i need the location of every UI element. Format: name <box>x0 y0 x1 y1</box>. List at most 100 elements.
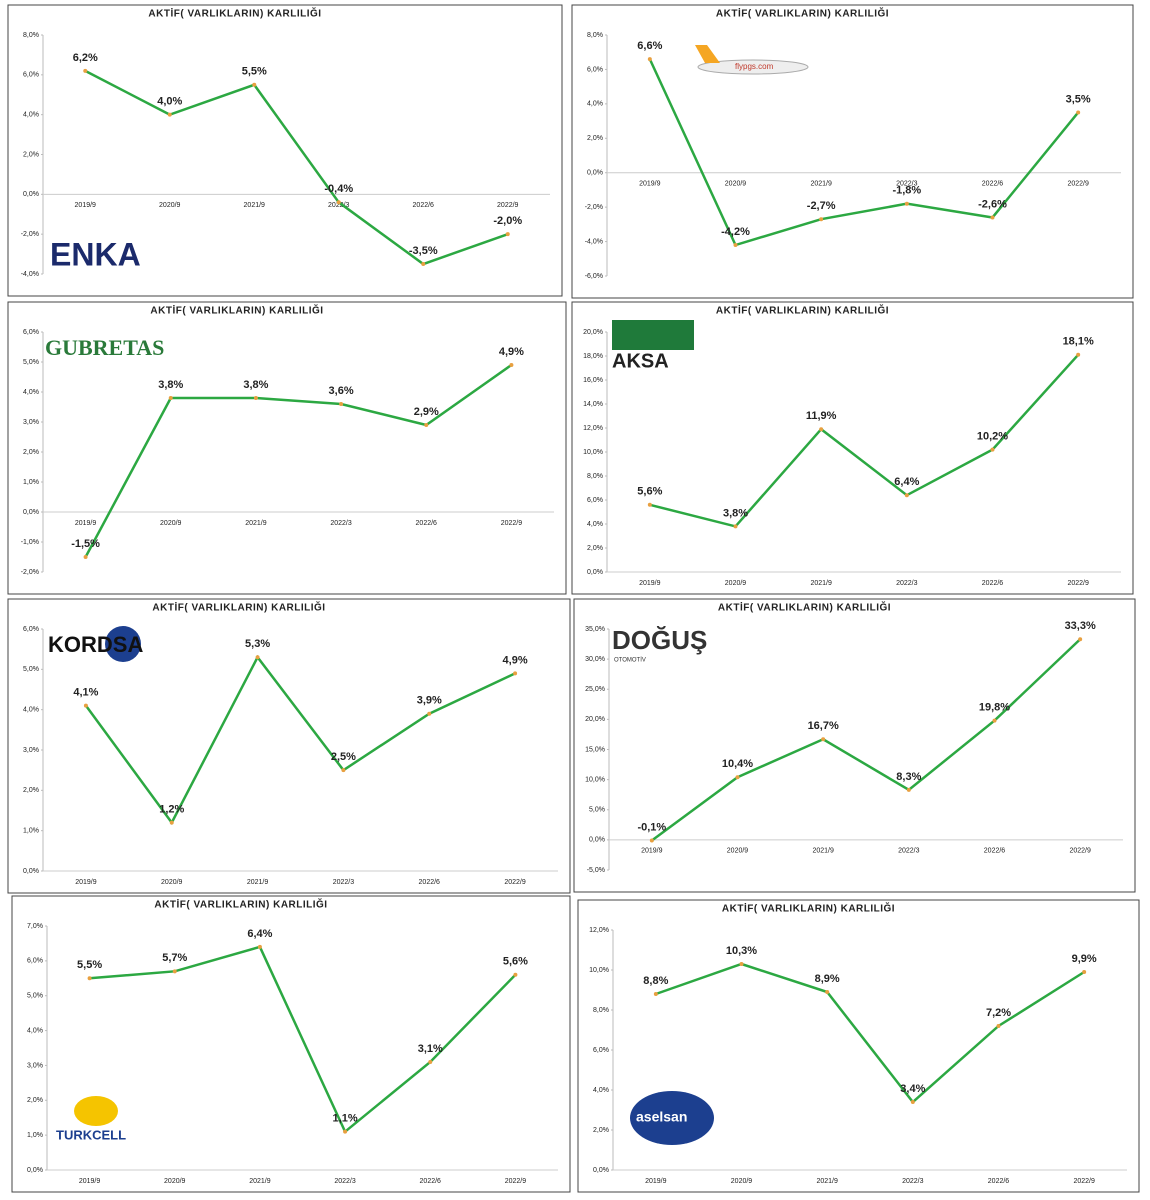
data-label: 1,2% <box>159 804 184 816</box>
data-point <box>252 82 257 87</box>
chart-panel: AKTİF( VARLIKLARIN) KARLILIĞI TURKCELL 0,0… <box>11 895 571 1193</box>
data-label: 5,5% <box>77 959 102 971</box>
y-tick-label: 6,0% <box>23 329 39 336</box>
chart-title: AKTİF( VARLIKLARIN) KARLILIĞI <box>150 304 323 317</box>
x-tick-label: 2020/9 <box>727 848 749 855</box>
data-point <box>87 976 92 981</box>
chart-title: AKTİF( VARLIKLARIN) KARLILIĞI <box>722 902 895 915</box>
y-tick-label: 8,0% <box>593 1007 609 1014</box>
y-tick-label: 5,0% <box>589 807 605 814</box>
panel-border <box>11 895 571 1193</box>
panel-border <box>573 598 1136 893</box>
data-point <box>427 711 432 716</box>
data-label: 8,3% <box>896 771 921 783</box>
y-tick-label: 4,0% <box>593 1087 609 1094</box>
y-tick-label: -4,0% <box>585 238 603 245</box>
logo: ENKA <box>50 236 141 272</box>
data-line <box>651 638 1082 842</box>
y-tick-label: 6,0% <box>23 626 39 633</box>
data-point <box>825 990 830 994</box>
data-point <box>990 447 995 452</box>
data-label: 2,5% <box>331 751 356 763</box>
data-label: 6,4% <box>247 928 272 940</box>
logo: GUBRETAS <box>45 335 164 360</box>
panel-border <box>7 598 571 894</box>
y-tick-label: 2,0% <box>593 1127 609 1134</box>
data-label: 5,3% <box>245 638 270 650</box>
data-label: 16,7% <box>808 720 839 732</box>
data-point <box>904 493 909 498</box>
x-tick-label: 2022/9 <box>501 520 523 527</box>
x-tick-label: 2022/3 <box>334 1178 356 1185</box>
y-tick-label: 1,0% <box>27 1132 43 1139</box>
data-line <box>89 945 517 1134</box>
data-point <box>821 737 826 742</box>
y-tick-label: -4,0% <box>21 271 39 278</box>
data-label: -4,2% <box>721 226 750 238</box>
data-point <box>169 820 174 825</box>
data-label: 5,5% <box>242 66 267 78</box>
y-tick-label: 35,0% <box>585 626 605 633</box>
y-tick-label: 10,0% <box>585 776 605 783</box>
x-tick-label: 2022/6 <box>984 848 1006 855</box>
x-tick-label: 2021/9 <box>245 520 267 527</box>
data-point <box>505 232 510 237</box>
x-tick-label: 2022/3 <box>896 181 918 188</box>
y-tick-label: 5,0% <box>23 666 39 673</box>
y-tick-label: 1,0% <box>23 828 39 835</box>
x-tick-label: 2020/9 <box>725 181 747 188</box>
data-point <box>647 502 652 507</box>
data-label: 3,9% <box>417 695 442 707</box>
chart-title: AKTİF( VARLIKLARIN) KARLILIĞI <box>152 601 325 614</box>
data-label: 6,6% <box>637 40 662 52</box>
x-tick-label: 2022/6 <box>982 181 1004 188</box>
data-label: 3,6% <box>329 385 354 397</box>
x-tick-label: 2021/9 <box>247 879 269 886</box>
data-label: 10,2% <box>977 431 1008 443</box>
y-tick-label: 10,0% <box>589 967 609 974</box>
y-tick-label: 4,0% <box>27 1027 43 1034</box>
chart-title: AKTİF( VARLIKLARIN) KARLILIĞI <box>148 7 321 20</box>
x-tick-label: 2022/6 <box>982 580 1004 587</box>
data-label: 5,7% <box>162 952 187 964</box>
data-label: 3,8% <box>158 379 183 391</box>
data-label: -3,5% <box>409 245 438 257</box>
data-label: 5,6% <box>637 486 662 498</box>
panel-border <box>571 4 1134 299</box>
x-tick-label: 2021/9 <box>816 1178 838 1185</box>
x-tick-label: 2022/3 <box>328 202 350 209</box>
data-point <box>1082 970 1087 974</box>
data-label: 7,2% <box>986 1007 1011 1019</box>
data-point <box>733 243 738 248</box>
data-point <box>428 1059 433 1064</box>
data-point <box>739 962 744 966</box>
logo-mark <box>105 626 141 662</box>
data-point <box>424 423 429 427</box>
chart-panel: AKTİF( VARLIKLARIN) KARLILIĞI flypgs.com -… <box>571 4 1134 299</box>
y-tick-label: 0,0% <box>23 868 39 875</box>
data-point <box>255 655 260 660</box>
data-point <box>421 262 426 267</box>
y-tick-label: 20,0% <box>583 329 603 336</box>
data-label: 6,2% <box>73 52 98 64</box>
y-tick-label: 0,0% <box>23 509 39 516</box>
data-label: -1,5% <box>71 538 100 550</box>
x-tick-label: 2019/9 <box>75 202 97 209</box>
x-tick-label: 2020/9 <box>164 1178 186 1185</box>
logo: TURKCELL <box>56 1127 126 1142</box>
chart-panel: AKTİF( VARLIKLARIN) KARLILIĞI aselsan 0,0%… <box>577 899 1140 1193</box>
data-point <box>910 1100 915 1104</box>
x-tick-label: 2022/9 <box>1067 181 1089 188</box>
y-tick-label: 8,0% <box>587 473 603 480</box>
data-label: 33,3% <box>1065 620 1096 632</box>
y-tick-label: 15,0% <box>585 746 605 753</box>
y-tick-label: 0,0% <box>587 569 603 576</box>
data-label: 3,8% <box>723 507 748 519</box>
y-tick-label: 25,0% <box>585 686 605 693</box>
y-tick-label: 6,0% <box>587 66 603 73</box>
y-tick-label: 6,0% <box>593 1047 609 1054</box>
data-label: -0,1% <box>637 821 666 833</box>
data-point <box>647 57 652 62</box>
x-tick-label: 2022/9 <box>1073 1178 1095 1185</box>
data-point <box>906 787 911 792</box>
